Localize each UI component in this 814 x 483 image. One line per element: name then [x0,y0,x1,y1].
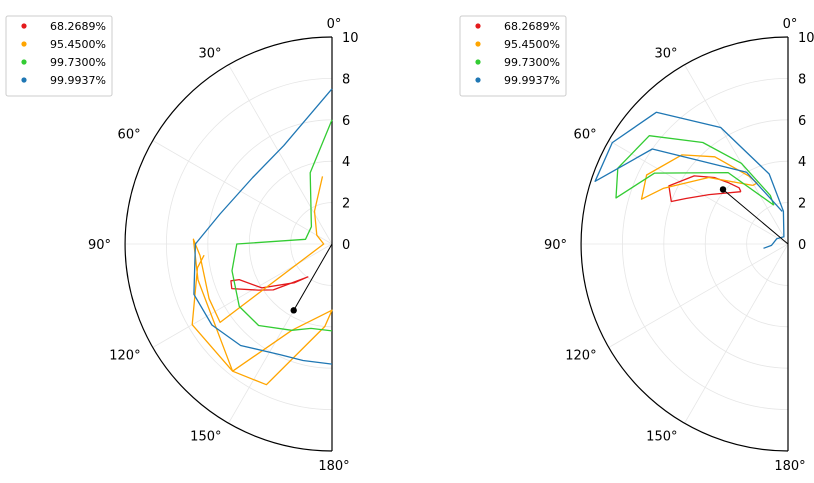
polar-panel-right: 0° 30° 60° 90° 120° 150° 180° 0 2 4 6 8 10 68.2689% 95… [459,15,814,474]
r-tick-label: 6 [342,114,350,129]
r-tick-label: 4 [342,155,350,170]
center-point-marker [719,186,727,193]
contour-3 [193,88,333,365]
theta-tick-label: 60° [574,128,597,143]
center-point-marker [290,307,297,314]
theta-tick-label: 150° [646,429,677,444]
angular-grid-spoke [152,140,333,245]
theta-tick-label: 60° [118,128,141,143]
theta-tick-label: 90° [88,238,111,253]
r-tick-label: 4 [798,155,806,170]
theta-tick-label: 90° [544,238,567,253]
r-tick-label: 10 [342,31,359,46]
legend-label-1: 95.4500% [504,38,560,51]
theta-tick-label: 120° [109,349,140,364]
r-tick-label: 2 [342,197,350,212]
r-tick-label: 2 [798,197,806,212]
contour-0 [230,276,309,291]
theta-tick-label: 0° [783,17,798,32]
angular-grid-spoke [608,243,789,348]
legend-label-0: 68.2689% [504,20,560,33]
legend-marker-1 [21,41,27,47]
r-tick-label: 6 [798,114,806,129]
contour-3 [594,111,785,249]
polar-outer-arc [124,36,333,452]
theta-tick-label: 30° [654,47,677,62]
legend-marker-0 [475,23,481,29]
legend-label-2: 99.7300% [50,56,106,69]
legend-box [5,15,113,97]
angular-grid-spoke [228,64,333,245]
polar-outer-arc [580,36,789,452]
contour-2 [231,119,333,332]
r-tick-label: 8 [342,72,350,87]
center-radius-line [722,189,789,245]
legend-label-3: 99.9937% [504,74,560,87]
angular-grid-spoke [152,243,333,348]
legend-marker-3 [21,77,27,83]
legend-marker-0 [21,23,27,29]
contour-1 [191,176,333,386]
angular-grid-spoke [608,140,789,245]
legend-marker-2 [475,59,481,65]
r-tick-label: 0 [342,238,350,253]
angular-grid-spoke [684,64,789,245]
r-tick-label: 8 [798,72,806,87]
legend-label-3: 99.9937% [50,74,106,87]
legend-box [459,15,567,97]
contour-2 [615,135,775,206]
legend-marker-3 [475,77,481,83]
legend-label-1: 95.4500% [50,38,106,51]
theta-tick-label: 30° [198,47,221,62]
legend-label-0: 68.2689% [50,20,106,33]
theta-tick-label: 150° [190,429,221,444]
center-radius-line [293,243,333,311]
theta-tick-label: 120° [565,349,596,364]
polar-panel-left: 0° 30° 60° 90° 120° 150° 180° 0 2 4 6 8 10 68.2689% 95… [5,15,359,474]
legend-marker-2 [21,59,27,65]
legend-marker-1 [475,41,481,47]
r-tick-label: 0 [798,238,806,253]
contour-0 [668,175,742,203]
legend-label-2: 99.7300% [504,56,560,69]
theta-tick-label: 0° [327,17,342,32]
angular-grid-spoke [684,243,789,424]
r-tick-label: 10 [798,31,814,46]
theta-tick-label: 180° [318,459,349,474]
theta-tick-label: 180° [774,459,805,474]
